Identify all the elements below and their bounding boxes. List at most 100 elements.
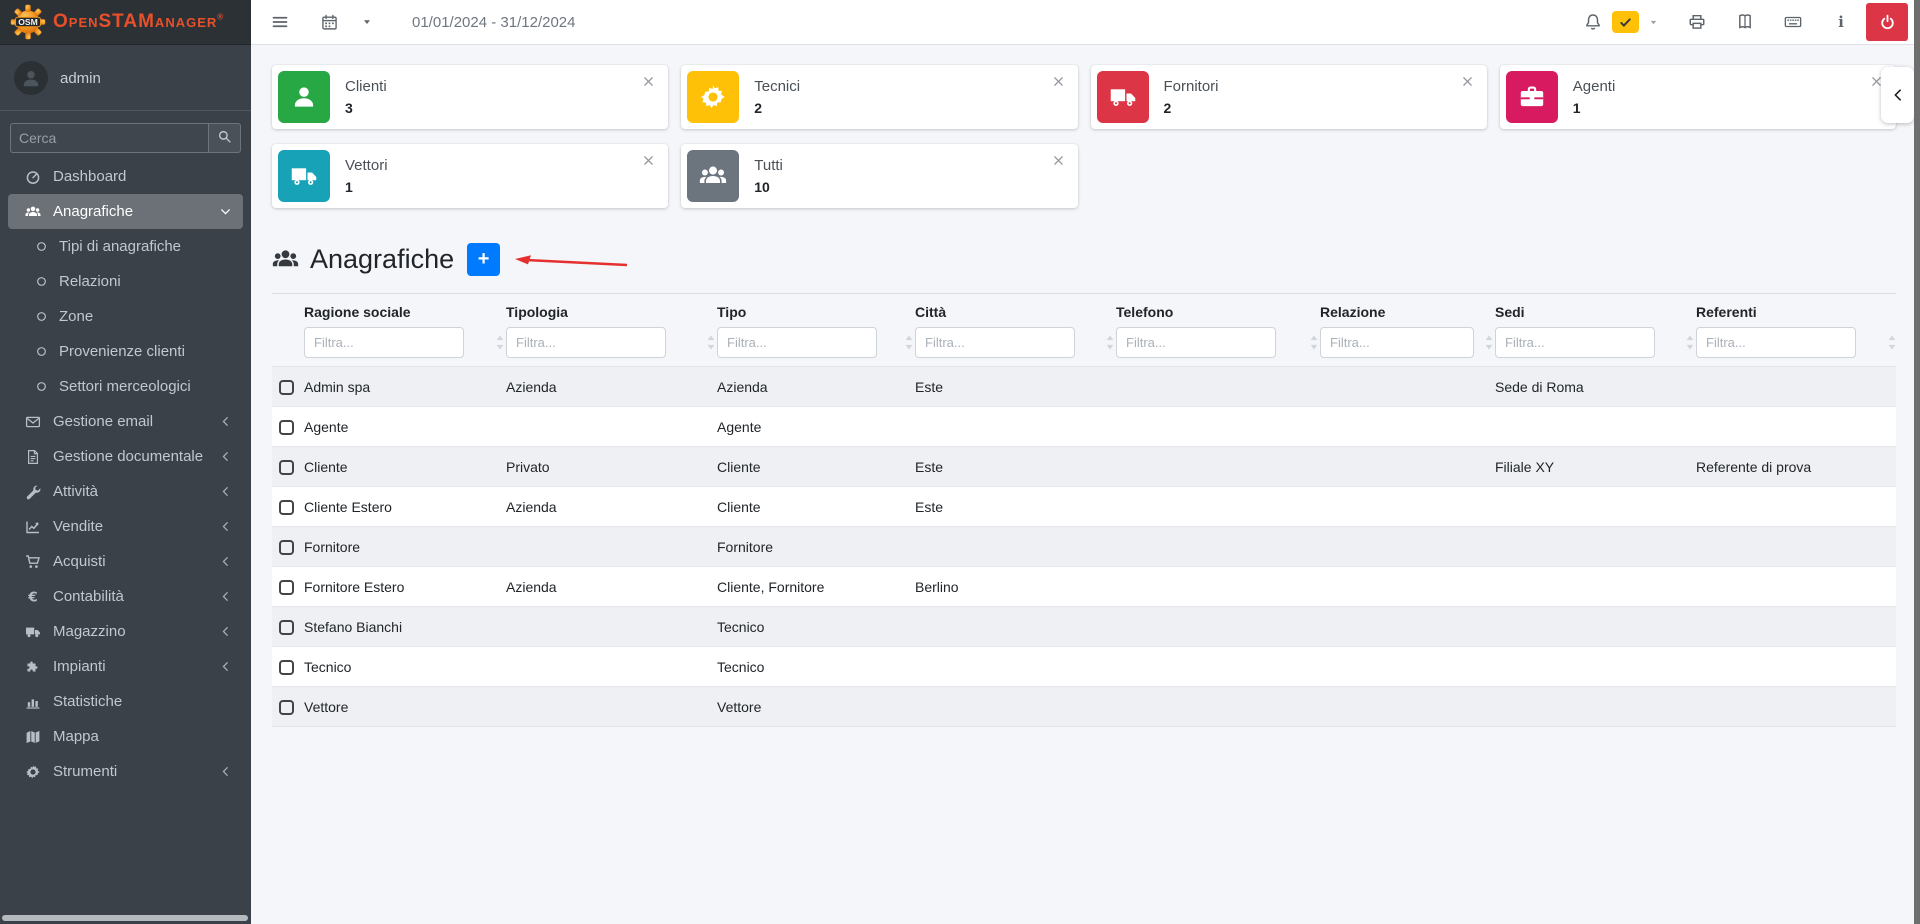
sidebar-item-statistiche[interactable]: Statistiche xyxy=(8,684,243,719)
filter-input-relazione[interactable] xyxy=(1320,327,1474,358)
filter-input-ragione-sociale[interactable] xyxy=(304,327,464,358)
calendar-dropdown[interactable] xyxy=(303,2,390,43)
sidebar-subitem-settori-merceologici[interactable]: Settori merceologici xyxy=(8,369,243,404)
filter-input-referenti[interactable] xyxy=(1696,327,1856,358)
row-checkbox[interactable] xyxy=(279,499,294,515)
info-icon[interactable]: i xyxy=(1832,13,1850,31)
widgets-collapse-tab[interactable] xyxy=(1881,67,1914,123)
filter-input-sedi[interactable] xyxy=(1495,327,1655,358)
cell-ragione-sociale: Fornitore xyxy=(302,526,504,567)
sort-carets-icon[interactable] xyxy=(905,335,913,350)
table-row[interactable]: Admin spa Azienda Azienda Este Sede di Roma xyxy=(272,366,1896,407)
cell-citt xyxy=(913,526,1114,567)
table-row[interactable]: Cliente Estero Azienda Cliente Este xyxy=(272,486,1896,527)
stat-card-agenti[interactable]: Agenti 1 xyxy=(1499,65,1896,129)
chevron-left-icon xyxy=(220,661,231,672)
close-card-button[interactable] xyxy=(1461,75,1474,88)
sidebar-subitem-relazioni[interactable]: Relazioni xyxy=(8,264,243,299)
stat-card-info: Agenti 1 xyxy=(1573,78,1616,116)
brand[interactable]: OSM OpenSTAManager® xyxy=(0,0,251,45)
sort-carets-icon[interactable] xyxy=(1106,335,1114,350)
row-checkbox-cell xyxy=(272,486,302,527)
sidebar-item-impianti[interactable]: Impianti xyxy=(8,649,243,684)
row-checkbox[interactable] xyxy=(279,659,294,675)
print-icon[interactable] xyxy=(1688,13,1706,31)
sidebar-item-acquisti[interactable]: Acquisti xyxy=(8,544,243,579)
annotation-arrow xyxy=(515,255,628,267)
sidebar-item-anagrafiche[interactable]: Anagrafiche xyxy=(8,194,243,229)
search-input[interactable] xyxy=(10,123,208,153)
status-check-badge[interactable] xyxy=(1612,11,1639,33)
sort-carets-icon[interactable] xyxy=(1310,335,1318,350)
row-checkbox[interactable] xyxy=(279,619,294,635)
sidebar-item-gestione-documentale[interactable]: Gestione documentale xyxy=(8,439,243,474)
table-row[interactable]: Cliente Privato Cliente Este Filiale XY Refer… xyxy=(272,446,1896,487)
sort-carets-icon[interactable] xyxy=(1888,335,1896,350)
close-card-button[interactable] xyxy=(1052,154,1065,167)
chevron-left-icon xyxy=(220,591,231,602)
circle-icon xyxy=(32,275,50,288)
search-button[interactable] xyxy=(208,123,241,153)
table-row[interactable]: Tecnico Tecnico xyxy=(272,646,1896,687)
manual-book-icon[interactable] xyxy=(1736,13,1754,31)
row-checkbox[interactable] xyxy=(279,419,294,435)
date-range[interactable]: 01/01/2024 - 31/12/2024 xyxy=(412,13,576,31)
sidebar-item-gestione-email[interactable]: Gestione email xyxy=(8,404,243,439)
table-row[interactable]: Stefano Bianchi Tecnico xyxy=(272,606,1896,647)
table-row[interactable]: Fornitore Estero Azienda Cliente, Fornitor… xyxy=(272,566,1896,607)
sidebar-item-mappa[interactable]: Mappa xyxy=(8,719,243,754)
close-card-button[interactable] xyxy=(1052,75,1065,88)
sidebar-subitem-label: Settori merceologici xyxy=(59,378,191,395)
stat-card-vettori[interactable]: Vettori 1 xyxy=(272,144,669,208)
logout-power-button[interactable] xyxy=(1866,3,1908,41)
avatar[interactable] xyxy=(14,61,48,95)
table-row[interactable]: Fornitore Fornitore xyxy=(272,526,1896,567)
row-checkbox[interactable] xyxy=(279,539,294,555)
notifications-bell-icon[interactable] xyxy=(1584,13,1602,31)
keyboard-shortcuts-icon[interactable] xyxy=(1784,13,1802,31)
sort-carets-icon[interactable] xyxy=(1686,335,1694,350)
sidebar-item-vendite[interactable]: Vendite xyxy=(8,509,243,544)
stat-card-value: 2 xyxy=(754,100,763,116)
sidebar-item-dashboard[interactable]: Dashboard xyxy=(8,159,243,194)
stat-card-tutti[interactable]: Tutti 10 xyxy=(681,144,1078,208)
horizontal-scrollbar[interactable] xyxy=(2,915,248,921)
sidebar-subitem-provenienze-clienti[interactable]: Provenienze clienti xyxy=(8,334,243,369)
close-card-button[interactable] xyxy=(642,154,655,167)
row-checkbox[interactable] xyxy=(279,379,294,395)
status-caret-down-icon[interactable] xyxy=(1649,18,1658,27)
filter-input-tipologia[interactable] xyxy=(506,327,666,358)
filter-input-tipo[interactable] xyxy=(717,327,877,358)
stat-card-tecnici[interactable]: Tecnici 2 xyxy=(681,65,1078,129)
stat-card-label: Fornitori xyxy=(1163,78,1219,95)
stat-card-clienti[interactable]: Clienti 3 xyxy=(272,65,669,129)
sidebar-item-label: Gestione email xyxy=(53,413,154,430)
hamburger-menu-icon[interactable] xyxy=(261,7,299,37)
cell-tipo: Cliente xyxy=(715,486,913,527)
row-checkbox[interactable] xyxy=(279,459,294,475)
username[interactable]: admin xyxy=(60,69,101,87)
table-row[interactable]: Vettore Vettore xyxy=(272,686,1896,727)
vertical-scrollbar[interactable] xyxy=(1914,0,1920,924)
row-checkbox[interactable] xyxy=(279,699,294,715)
stat-card-fornitori[interactable]: Fornitori 2 xyxy=(1090,65,1487,129)
filter-input-citt[interactable] xyxy=(915,327,1075,358)
sidebar-item-attivit[interactable]: Attività xyxy=(8,474,243,509)
filter-input-telefono[interactable] xyxy=(1116,327,1276,358)
cell-relazione xyxy=(1318,566,1493,607)
sidebar-subitem-zone[interactable]: Zone xyxy=(8,299,243,334)
cell-relazione xyxy=(1318,486,1493,527)
sidebar-item-strumenti[interactable]: Strumenti xyxy=(8,754,243,789)
main-content: Clienti 3 Tecnici 2 Fornitori 2 Agenti 1 Vettori… xyxy=(251,46,1920,924)
sort-carets-icon[interactable] xyxy=(496,335,504,350)
sidebar-item-contabilit[interactable]: € Contabilità xyxy=(8,579,243,614)
row-checkbox[interactable] xyxy=(279,579,294,595)
sidebar-subitem-tipi-di-anagrafiche[interactable]: Tipi di anagrafiche xyxy=(8,229,243,264)
add-record-button[interactable]: + xyxy=(467,242,501,276)
sidebar-item-magazzino[interactable]: Magazzino xyxy=(8,614,243,649)
sort-carets-icon[interactable] xyxy=(1485,335,1493,350)
close-card-button[interactable] xyxy=(642,75,655,88)
close-card-button[interactable] xyxy=(1870,75,1883,88)
sort-carets-icon[interactable] xyxy=(707,335,715,350)
table-row[interactable]: Agente Agente xyxy=(272,406,1896,447)
